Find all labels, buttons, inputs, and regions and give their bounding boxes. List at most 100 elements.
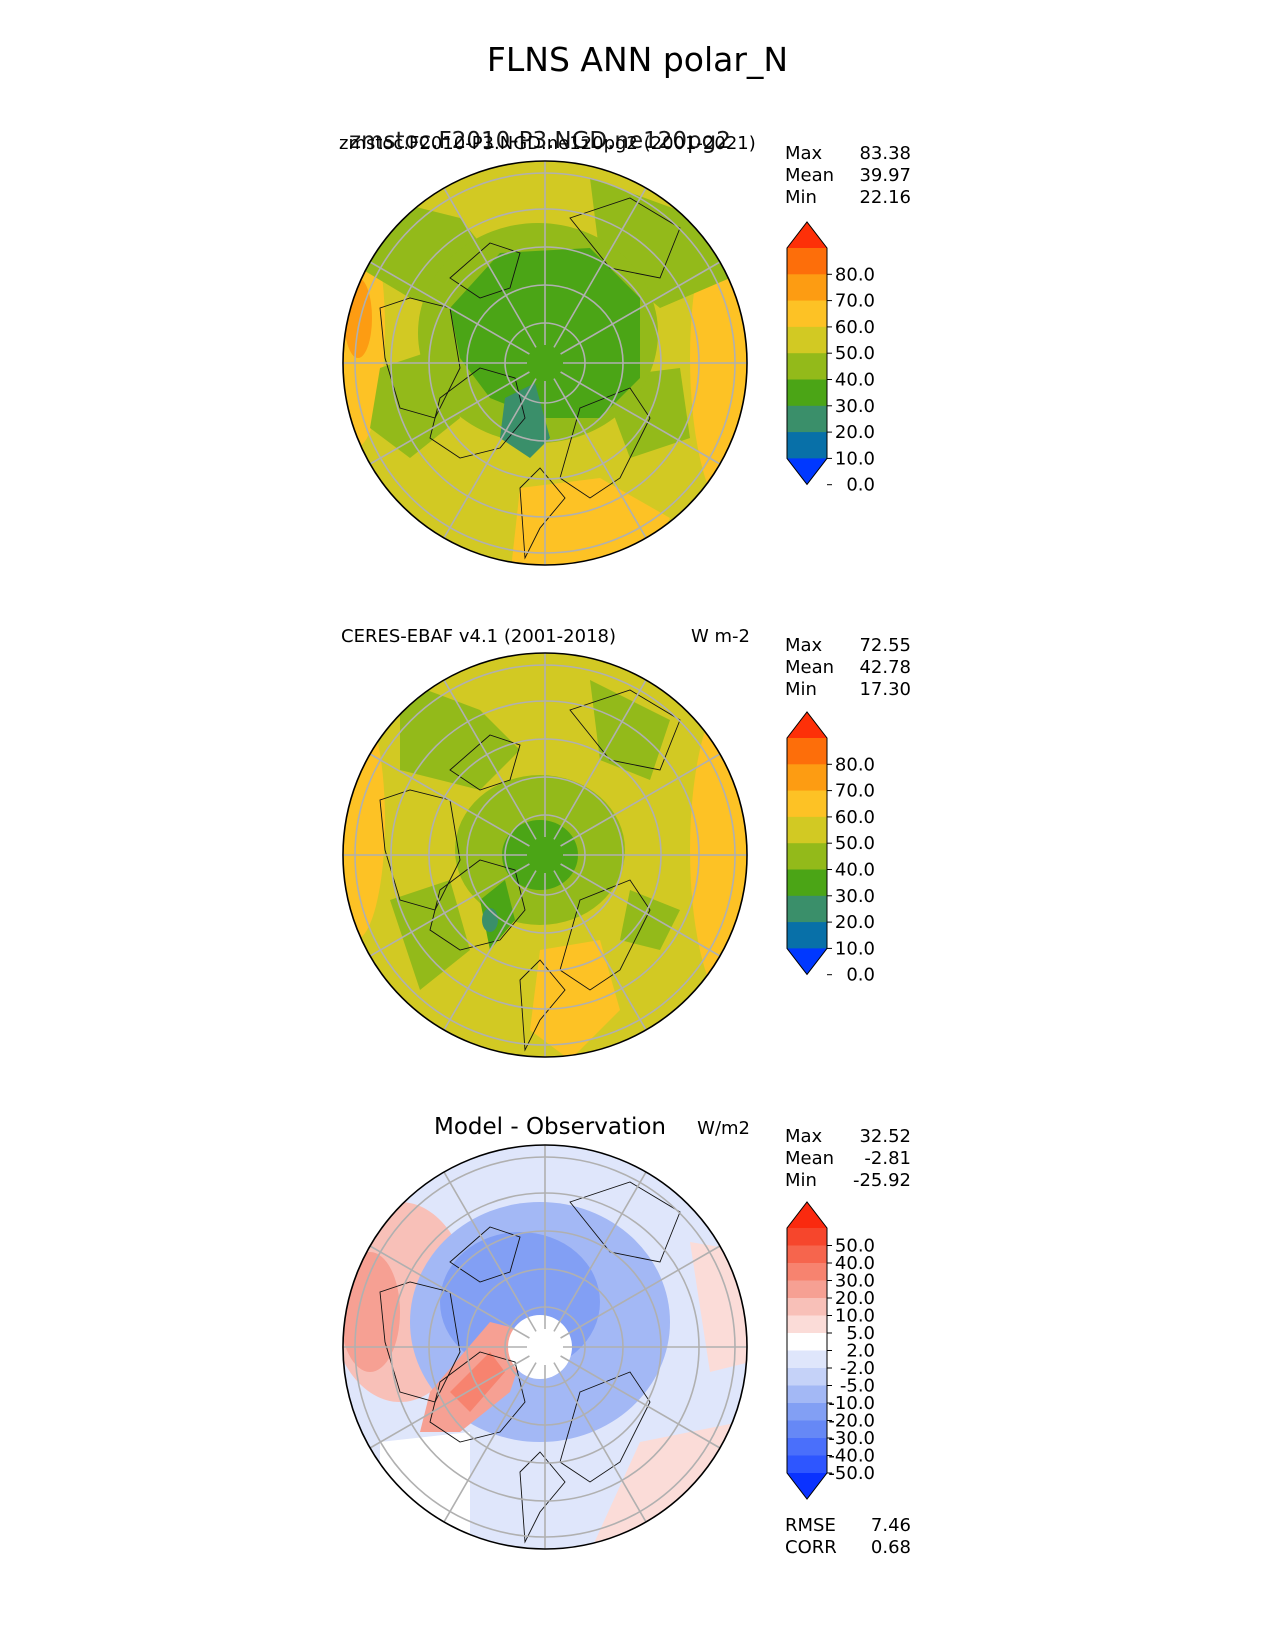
stat-value: 32.52 (859, 1126, 911, 1147)
panel2-ref-title: CERES-EBAF v4.1 (2001-2018) (341, 626, 617, 647)
colorbar-segment (787, 1245, 827, 1264)
panel2-polar-map (342, 652, 748, 1058)
colorbar-tick-label: 60.0 (835, 807, 875, 828)
colorbar-segment (787, 895, 827, 923)
stat-label: Min (785, 679, 817, 700)
colorbar-tick-label: 40.0 (835, 860, 875, 881)
map-boundary (342, 1144, 748, 1550)
stat-label: Max (785, 143, 823, 164)
panel3-diff-title: Model - Observation (433, 1114, 667, 1140)
graticule-meridian (443, 1362, 537, 1523)
colorbar-segment (787, 326, 827, 354)
map-boundary (342, 160, 748, 566)
colorbar-tick-label: 40.0 (835, 370, 875, 391)
panel1-stats: Max 83.38 Mean 39.97 Min 22.16 (785, 143, 911, 209)
panel2-colorbar: 80.0 70.0 60.0 50.0 40.0 30.0 20.0 10.0 0.0 (786, 711, 875, 986)
colorbar-segment (787, 1298, 827, 1316)
colorbar-segment (787, 738, 827, 765)
field-teal-greenland (482, 908, 498, 932)
colorbar-tick-label: 0.0 (846, 475, 875, 496)
colorbar-tick-label: -30.0 (828, 1428, 875, 1449)
colorbar-tick-label: 30.0 (835, 886, 875, 907)
graticule-meridian (369, 1245, 530, 1339)
colorbar-tick-label: 70.0 (835, 781, 875, 802)
metric-value: 7.46 (870, 1515, 911, 1536)
coastline (449, 242, 521, 299)
graticule-meridian (369, 1355, 530, 1449)
panel1-test-title-overlap: zmstoc.F2010-P3.NGD.ne120pg2 (349, 128, 731, 154)
panel3-units: W/m2 (697, 1118, 750, 1139)
colorbar-segment (787, 816, 827, 844)
colorbar-tick-label: 50.0 (835, 343, 875, 364)
stat-value: 17.30 (859, 679, 911, 700)
colorbar-tick-label: 30.0 (835, 396, 875, 417)
coastline (519, 959, 566, 1052)
colorbar-segment (787, 764, 827, 792)
panel3-metrics: RMSE 7.46 CORR 0.68 (785, 1515, 911, 1559)
colorbar-segment (787, 405, 827, 433)
coastline (519, 1451, 566, 1544)
page-title: FLNS ANN polar_N (486, 40, 789, 79)
colorbar-extend-max (787, 222, 827, 248)
colorbar-tick-label: -10.0 (828, 1393, 875, 1414)
colorbar-tick-label: 0.0 (846, 965, 875, 986)
graticule-meridian (560, 753, 721, 847)
graticule-meridian (443, 679, 537, 840)
panel1-colorbar: 80.0 70.0 60.0 50.0 40.0 30.0 20.0 10.0 0.0 (786, 221, 875, 496)
stat-label: Max (785, 1126, 823, 1147)
stat-value: -25.92 (852, 1170, 911, 1191)
map-field (343, 1145, 747, 1549)
graticule-meridian (560, 1245, 721, 1339)
stat-label: Min (785, 1170, 817, 1191)
colorbar-tick-label: 20.0 (835, 422, 875, 443)
colorbar-segment (787, 274, 827, 302)
field-green-pole (502, 820, 578, 890)
field-olive-w (390, 880, 470, 990)
panel3-stats: Max 32.52 Mean -2.81 Min -25.92 (785, 1126, 911, 1192)
colorbar-segment (787, 869, 827, 897)
colorbar-segment (787, 1333, 827, 1351)
field-pos-greenland-strong (450, 1352, 505, 1412)
graticule-meridian (369, 863, 530, 957)
coastline (429, 859, 526, 951)
graticule-meridian (553, 870, 647, 1031)
graticule-meridian (443, 378, 537, 539)
colorbar-segment (787, 248, 827, 275)
graticule-meridian (560, 261, 721, 355)
colorbar-extend-min (787, 458, 827, 485)
coastline (569, 1181, 681, 1263)
colorbar-tick-label: 2.0 (846, 1341, 875, 1362)
colorbar-extend-max (787, 1202, 827, 1228)
stat-value: 39.97 (859, 165, 911, 186)
stat-label: Mean (785, 165, 835, 186)
graticule-meridian (369, 753, 530, 847)
colorbar-segment (787, 1263, 827, 1281)
panel3-colorbar: 50.040.030.020.010.05.02.0-2.0-5.0-10.0-… (786, 1201, 875, 1500)
graticule-meridian (369, 261, 530, 355)
colorbar-segment (787, 1403, 827, 1421)
map-boundary (342, 652, 748, 1058)
coastline (379, 1281, 461, 1403)
field-olive-nw (400, 680, 520, 790)
graticule-meridian (553, 1362, 647, 1523)
colorbar-tick-label: 80.0 (835, 754, 875, 775)
colorbar-tick-label: 70.0 (835, 291, 875, 312)
graticule-meridian (560, 863, 721, 957)
colorbar-extend-min (787, 948, 827, 975)
colorbar-tick-label: 50.0 (835, 1236, 875, 1257)
graticule-meridian (369, 371, 530, 465)
metric-label: RMSE (785, 1515, 836, 1536)
field-olive-e (620, 890, 680, 950)
panel2-units: W m-2 (690, 626, 750, 647)
graticule-meridian (560, 1355, 721, 1449)
map-field (343, 161, 747, 565)
stat-label: Min (785, 187, 817, 208)
panel1-polar-map (342, 160, 748, 566)
map-field (343, 653, 747, 1057)
colorbar-segment (787, 1315, 827, 1334)
colorbar-segment (787, 1280, 827, 1299)
metric-value: 0.68 (870, 1537, 911, 1558)
colorbar-segment (787, 300, 827, 328)
colorbar-segment (787, 1350, 827, 1369)
colorbar-segment (787, 432, 827, 459)
